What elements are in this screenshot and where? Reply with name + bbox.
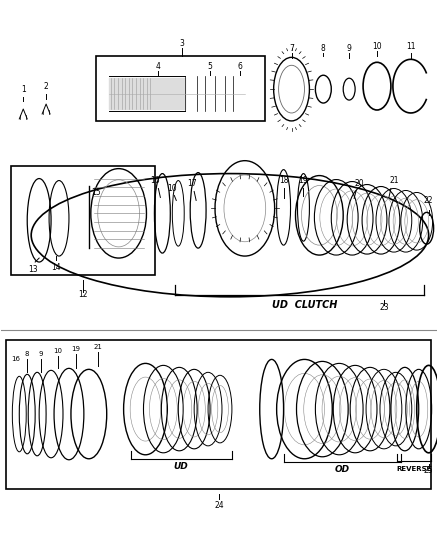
Text: 18: 18 [279, 176, 288, 185]
Text: 3: 3 [180, 39, 185, 48]
Text: 5: 5 [208, 62, 212, 71]
Text: 19: 19 [71, 346, 81, 352]
Text: 19: 19 [299, 176, 308, 185]
Text: 24: 24 [214, 501, 224, 510]
Text: 2: 2 [44, 82, 49, 91]
Text: 8: 8 [321, 44, 326, 53]
Text: 15: 15 [91, 188, 101, 197]
Text: 16: 16 [151, 176, 160, 185]
Text: 25: 25 [424, 466, 434, 475]
Text: 11: 11 [406, 42, 416, 51]
Text: 21: 21 [93, 344, 102, 351]
Text: 21: 21 [389, 176, 399, 185]
Text: 23: 23 [379, 303, 389, 312]
Bar [96, 56, 265, 121]
Text: 6: 6 [237, 62, 242, 71]
Text: 12: 12 [78, 290, 88, 300]
Text: 22: 22 [424, 196, 434, 205]
Text: 10: 10 [372, 42, 382, 51]
Text: 7: 7 [289, 44, 294, 53]
Text: 8: 8 [25, 351, 29, 358]
Text: UD: UD [174, 462, 189, 471]
Text: 16: 16 [11, 357, 20, 362]
Text: 17: 17 [187, 179, 197, 188]
Bar [7, 340, 431, 489]
Text: 1: 1 [21, 85, 26, 94]
Text: REVERSE: REVERSE [396, 466, 431, 472]
Text: 14: 14 [51, 263, 61, 272]
Text: 9: 9 [347, 44, 352, 53]
Text: 4: 4 [156, 62, 161, 71]
Text: 20: 20 [354, 179, 364, 188]
Bar [11, 166, 155, 275]
Text: 10: 10 [167, 184, 177, 193]
Text: 10: 10 [53, 349, 63, 354]
Text: OD: OD [335, 465, 350, 474]
Text: 9: 9 [39, 351, 43, 358]
Text: 13: 13 [28, 265, 38, 274]
Text: UD  CLUTCH: UD CLUTCH [272, 300, 337, 310]
